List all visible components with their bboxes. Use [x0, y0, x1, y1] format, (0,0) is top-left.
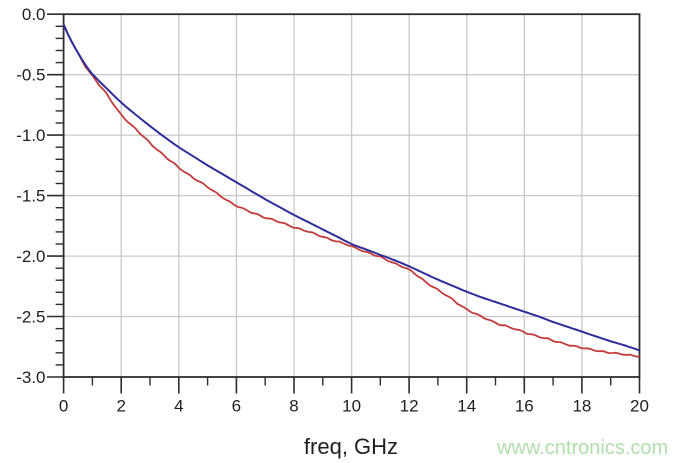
svg-text:20: 20: [630, 397, 649, 416]
svg-text:-1.0: -1.0: [16, 126, 45, 145]
svg-text:0: 0: [59, 397, 68, 416]
svg-text:2: 2: [116, 397, 125, 416]
svg-text:-2.0: -2.0: [16, 247, 45, 266]
svg-text:0.0: 0.0: [22, 5, 46, 24]
svg-text:18: 18: [572, 397, 591, 416]
svg-text:-2.5: -2.5: [16, 308, 45, 327]
svg-text:16: 16: [515, 397, 534, 416]
svg-text:-0.5: -0.5: [16, 66, 45, 85]
svg-text:14: 14: [457, 397, 476, 416]
svg-text:-1.5: -1.5: [16, 187, 45, 206]
svg-text:6: 6: [232, 397, 241, 416]
svg-text:12: 12: [400, 397, 419, 416]
svg-text:8: 8: [289, 397, 298, 416]
svg-text:-3.0: -3.0: [16, 368, 45, 387]
svg-text:www.cntronics.com: www.cntronics.com: [496, 437, 668, 459]
svg-text:4: 4: [174, 397, 183, 416]
svg-text:10: 10: [342, 397, 361, 416]
svg-text:freq, GHz: freq, GHz: [304, 434, 398, 459]
